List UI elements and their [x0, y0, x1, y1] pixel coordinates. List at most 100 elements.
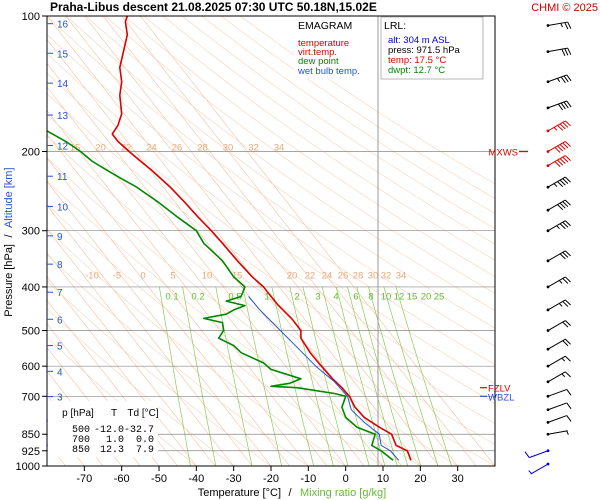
wind-barb	[546, 430, 569, 436]
wind-barb-feather	[562, 321, 569, 328]
mixing-ratio-label: 0.1	[165, 292, 178, 303]
wind-barb-feather	[564, 199, 571, 206]
background-isotherm	[47, 252, 216, 466]
dry-adiabat	[66, 16, 495, 329]
pressure-axis: 100 200 300 400 500 600 700 850 925 1000	[16, 11, 47, 473]
dry-adiabat	[182, 16, 495, 230]
isotherm-label-lower: 28	[353, 270, 364, 281]
lrl-title: LRL:	[384, 20, 406, 32]
altitude-tick-label: 5	[57, 342, 63, 353]
wind-barb-feather	[559, 179, 566, 186]
background-isotherm	[47, 276, 197, 466]
x-axis-label-separator: /	[288, 487, 292, 499]
altitude-tick-label: 15	[57, 49, 69, 60]
temperature-tick-label: -10	[300, 473, 316, 485]
altitude-tick-label: 10	[57, 202, 69, 213]
table-row-850-t: 12.3	[100, 445, 124, 456]
wind-barb	[546, 299, 571, 312]
background-isotherm	[0, 16, 10, 466]
pressure-tick-label: 925	[22, 446, 40, 458]
wind-barb-feather	[562, 142, 569, 149]
wind-barb	[524, 449, 550, 459]
wind-barb-staff	[547, 199, 566, 211]
pressure-tick-label: 300	[22, 226, 40, 238]
wind-barb-half-feather	[553, 183, 558, 187]
table-row-700-p: 700	[72, 435, 90, 446]
temperature-tick-label: -60	[114, 473, 130, 485]
mixing-ratio-label: 0.2	[191, 292, 204, 303]
dry-adiabat	[47, 53, 495, 385]
wind-barb	[546, 320, 571, 332]
x-axis-label-mixing-ratio: Mixing ratio [g/kg]	[300, 487, 386, 499]
isotherm-label-lower: 34	[396, 270, 407, 281]
wind-barb-station	[546, 150, 550, 153]
series-dew-point-line	[47, 130, 394, 461]
wind-barb-feather	[559, 223, 566, 230]
wind-barb-feather	[564, 141, 571, 147]
dry-adiabat	[124, 16, 495, 277]
x-axis-title: Temperature [°C] / Mixing ratio [g/kg]	[198, 487, 386, 499]
wind-barb	[546, 155, 571, 168]
series-temperature-line	[111, 16, 412, 461]
table-row-500-p: 500	[72, 425, 90, 436]
wind-barb-station	[546, 164, 550, 167]
wind-barb	[546, 402, 572, 412]
isotherm-label-lower: -10	[85, 270, 99, 281]
wind-barb-staff	[547, 250, 566, 262]
wind-barb-station	[546, 432, 550, 436]
table-header-td: Td [°C]	[127, 408, 158, 419]
temperature-tick-label: 20	[414, 473, 426, 485]
pressure-tick-label: 500	[22, 326, 40, 338]
mixing-ratio-label: 0.5	[228, 292, 241, 303]
y-axis-label-pressure: Pressure [hPa]	[3, 244, 15, 317]
wind-barb	[546, 371, 571, 384]
background-isotherm	[102, 16, 458, 466]
wind-barb-staff	[547, 388, 567, 397]
mixing-ratio-label: 3	[315, 292, 320, 303]
lrl-dewpoint: dwpt: 12.7 °C	[388, 65, 445, 76]
mxws-label: MXWS	[488, 147, 518, 158]
background-isotherm	[47, 110, 328, 466]
mixing-ratio-line	[289, 286, 334, 466]
legend-entry-virt-temp: virt.temp.	[298, 47, 337, 58]
wind-barb-feather	[562, 122, 569, 128]
altitude-tick-label: 9	[57, 232, 63, 243]
mixing-ratio-label: 20	[421, 292, 432, 303]
wind-barb-station	[546, 229, 550, 233]
wind-barb	[546, 220, 571, 233]
fzlv-label: FZLV	[488, 384, 511, 395]
wind-barb-station	[546, 408, 550, 412]
wind-barb-station	[546, 285, 550, 289]
wind-barb-feather	[564, 120, 571, 127]
wind-barb	[546, 120, 571, 133]
wind-barb-feather	[557, 204, 564, 211]
isotherm-label-upper: 20	[95, 143, 106, 154]
legend-entry-wet-bulb: wet bulb temp.	[297, 66, 360, 77]
wind-barb-station	[546, 129, 550, 133]
wind-barb-station	[546, 259, 550, 263]
wind-barb	[546, 415, 572, 424]
wind-barb-staff	[547, 176, 566, 188]
wind-barb-feather	[559, 202, 566, 209]
dry-adiabat	[240, 16, 495, 185]
isotherm-label-lower: 30	[368, 270, 379, 281]
background-isotherm	[47, 323, 160, 466]
altitude-tick-label: 11	[57, 172, 68, 183]
mixing-ratio-label: 8	[368, 292, 373, 303]
altitude-tick-label: 16	[57, 20, 69, 31]
lrl-altitude: alt: 304 m ASL	[388, 35, 450, 46]
background-isotherm	[47, 228, 234, 466]
wind-barb-half-feather	[558, 303, 563, 307]
level-table: p [hPa] T Td [°C] 500 -12.0 -32.7 700 1.…	[48, 401, 159, 457]
wind-barb	[546, 276, 571, 289]
wind-barb-feather	[564, 299, 571, 306]
wind-barb-feather	[564, 22, 569, 30]
wind-barb-half-feather	[556, 78, 561, 83]
mixing-ratio-label: 1	[264, 292, 269, 303]
wind-barb-feather	[567, 21, 572, 29]
wind-barb-station	[546, 462, 550, 466]
altitude-tick-label: 14	[57, 79, 69, 90]
wind-barb-feather	[562, 340, 569, 347]
background-isotherm	[47, 39, 384, 466]
